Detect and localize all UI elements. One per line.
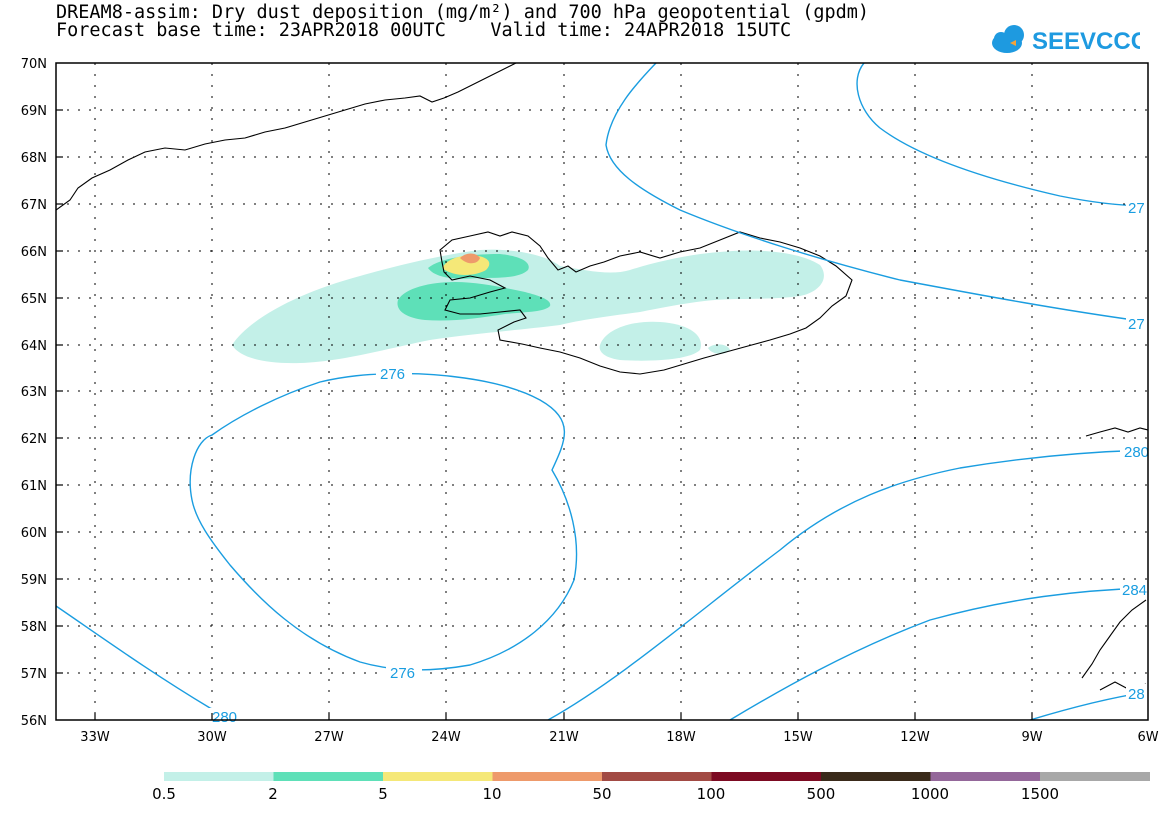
dust-shading-peak xyxy=(460,253,480,264)
lon-tick-label: 27W xyxy=(314,730,344,745)
lat-tick-label: 70N xyxy=(21,57,47,72)
geopotential-contours xyxy=(56,63,1148,720)
colorbar-label: 50 xyxy=(592,785,612,803)
colorbar-swatch xyxy=(930,772,1041,781)
lat-tick-label: 63N xyxy=(21,385,47,400)
lon-tick-label: 24W xyxy=(431,730,461,745)
contour-north-far xyxy=(856,63,1148,207)
lat-tick-label: 61N xyxy=(21,479,47,494)
contour-label: 284 xyxy=(1122,582,1147,599)
contour-north-east xyxy=(605,63,1148,323)
lat-tick-label: 56N xyxy=(21,714,47,729)
contour-280-west xyxy=(56,605,241,720)
lat-tick-label: 62N xyxy=(21,432,47,447)
contour-label: 280 xyxy=(212,709,237,726)
colorbar-label: 5 xyxy=(378,785,388,803)
colorbar-swatch xyxy=(602,772,712,781)
map-title: DREAM8-assim: Dry dust deposition (mg/m²… xyxy=(56,2,870,23)
scotland-coast xyxy=(1081,599,1147,691)
lat-tick-label: 69N xyxy=(21,104,47,119)
lat-tick-label: 67N xyxy=(21,198,47,213)
greenland-coast xyxy=(56,63,517,211)
lat-tick-label: 59N xyxy=(21,573,47,588)
colorbar-label: 0.5 xyxy=(152,785,176,803)
lon-tick-label: 21W xyxy=(549,730,579,745)
colorbar-label: 2 xyxy=(268,785,278,803)
seevccc-logo: SEEVCCC xyxy=(992,25,1140,55)
contour-276-closed xyxy=(189,372,578,671)
colorbar-label: 100 xyxy=(696,785,726,803)
faroe-coast xyxy=(1085,427,1148,437)
lat-tick-label: 60N xyxy=(21,526,47,541)
colorbar-swatch xyxy=(1040,772,1150,781)
contour-280-east xyxy=(547,449,1148,720)
coastlines xyxy=(56,63,1148,691)
colorbar-swatch xyxy=(821,772,931,781)
tick-marks xyxy=(56,109,1033,720)
colorbar-swatch xyxy=(492,772,603,781)
colorbar-swatch xyxy=(164,772,274,781)
contour-label: 28 xyxy=(1128,686,1145,703)
colorbar-swatch xyxy=(711,772,822,781)
map-frame xyxy=(55,62,1149,721)
colorbar-label: 500 xyxy=(806,785,836,803)
cloud-icon xyxy=(992,25,1024,53)
colorbar-label: 10 xyxy=(482,785,502,803)
lon-tick-label: 18W xyxy=(666,730,696,745)
lon-tick-label: 15W xyxy=(783,730,813,745)
latitude-labels: 70N 69N 68N 67N 66N 65N 64N 63N 62N 61N … xyxy=(21,57,47,729)
colorbar xyxy=(164,772,1150,781)
contour-label: 280 xyxy=(1124,444,1149,461)
contour-label: 27 xyxy=(1128,200,1145,217)
contour-labels: 276 276 280 280 284 27 27 28 xyxy=(208,198,1150,726)
colorbar-swatch xyxy=(383,772,493,781)
lat-tick-label: 65N xyxy=(21,292,47,307)
contour-label: 276 xyxy=(380,366,405,383)
forecast-times: Forecast base time: 23APR2018 00UTC Vali… xyxy=(56,20,792,41)
colorbar-label: 1500 xyxy=(1020,785,1060,803)
longitude-labels: 33W 30W 27W 24W 21W 18W 15W 12W 9W 6W xyxy=(80,730,1158,745)
lat-lon-grid xyxy=(56,63,1148,720)
lon-tick-label: 12W xyxy=(900,730,930,745)
lat-tick-label: 68N xyxy=(21,151,47,166)
lat-tick-label: 57N xyxy=(21,667,47,682)
lon-tick-label: 6W xyxy=(1137,730,1158,745)
lat-tick-label: 66N xyxy=(21,245,47,260)
colorbar-label: 1000 xyxy=(910,785,950,803)
contour-label: 27 xyxy=(1128,316,1145,333)
lon-tick-label: 33W xyxy=(80,730,110,745)
colorbar-swatch xyxy=(273,772,384,781)
lat-tick-label: 64N xyxy=(21,339,47,354)
contour-label: 276 xyxy=(390,665,415,682)
lat-tick-label: 58N xyxy=(21,620,47,635)
iceland-coast xyxy=(439,231,853,375)
lon-tick-label: 30W xyxy=(197,730,227,745)
logo-text: SEEVCCC xyxy=(1032,28,1140,55)
contour-284 xyxy=(729,587,1148,720)
lon-tick-label: 9W xyxy=(1021,730,1042,745)
